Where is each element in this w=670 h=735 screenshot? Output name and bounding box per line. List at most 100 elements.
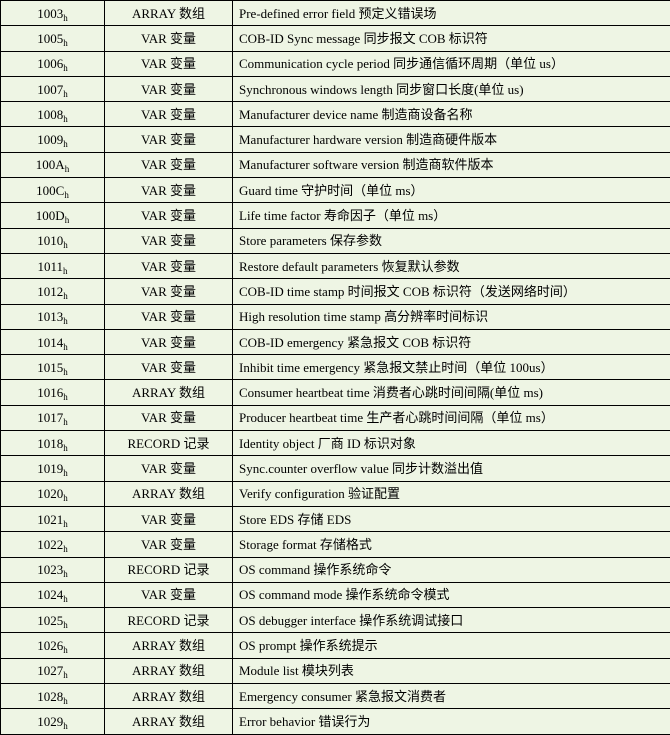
index-cell: 1007h (1, 76, 105, 101)
type-cell: RECORD 记录 (105, 431, 233, 456)
hex-suffix: h (63, 367, 68, 377)
index-value: 1028 (37, 689, 63, 704)
type-cell: VAR 变量 (105, 456, 233, 481)
description-cell: Store EDS 存储 EDS (233, 506, 670, 531)
index-cell: 1028h (1, 684, 105, 709)
hex-suffix: h (63, 417, 68, 427)
index-value: 1011 (37, 259, 63, 274)
hex-suffix: h (64, 190, 69, 200)
hex-suffix: h (63, 89, 68, 99)
hex-suffix: h (63, 645, 68, 655)
description-cell: COB-ID time stamp 时间报文 COB 标识符（发送网络时间） (233, 279, 670, 304)
description-cell: Synchronous windows length 同步窗口长度(单位 us) (233, 76, 670, 101)
index-value: 1025 (37, 613, 63, 628)
hex-suffix: h (63, 240, 68, 250)
type-cell: VAR 变量 (105, 228, 233, 253)
type-cell: VAR 变量 (105, 506, 233, 531)
description-cell: Module list 模块列表 (233, 658, 670, 683)
description-cell: OS command 操作系统命令 (233, 557, 670, 582)
hex-suffix: h (63, 63, 68, 73)
description-cell: Restore default parameters 恢复默认参数 (233, 253, 670, 278)
index-cell: 1018h (1, 431, 105, 456)
index-value: 1015 (37, 360, 63, 375)
description-cell: Consumer heartbeat time 消费者心跳时间间隔(单位 ms) (233, 380, 670, 405)
index-cell: 100Dh (1, 203, 105, 228)
type-cell: VAR 变量 (105, 152, 233, 177)
index-value: 1014 (37, 335, 63, 350)
description-cell: Pre-defined error field 预定义错误场 (233, 1, 670, 26)
index-value: 1008 (37, 107, 63, 122)
description-cell: OS command mode 操作系统命令模式 (233, 582, 670, 607)
index-value: 1012 (37, 284, 63, 299)
index-cell: 1010h (1, 228, 105, 253)
description-cell: OS debugger interface 操作系统调试接口 (233, 608, 670, 633)
index-cell: 1023h (1, 557, 105, 582)
type-cell: ARRAY 数组 (105, 709, 233, 734)
description-cell: Manufacturer hardware version 制造商硬件版本 (233, 127, 670, 152)
description-cell: OS prompt 操作系统提示 (233, 633, 670, 658)
type-cell: VAR 变量 (105, 329, 233, 354)
type-cell: ARRAY 数组 (105, 684, 233, 709)
description-cell: COB-ID Sync message 同步报文 COB 标识符 (233, 26, 670, 51)
description-cell: Communication cycle period 同步通信循环周期（单位 u… (233, 51, 670, 76)
index-cell: 1013h (1, 304, 105, 329)
hex-suffix: h (63, 139, 68, 149)
type-cell: VAR 变量 (105, 178, 233, 203)
description-cell: Guard time 守护时间（单位 ms） (233, 178, 670, 203)
hex-suffix: h (63, 670, 68, 680)
index-cell: 1003h (1, 1, 105, 26)
index-cell: 1024h (1, 582, 105, 607)
hex-suffix: h (63, 696, 68, 706)
type-cell: VAR 变量 (105, 279, 233, 304)
type-cell: ARRAY 数组 (105, 633, 233, 658)
type-cell: VAR 变量 (105, 26, 233, 51)
description-cell: Inhibit time emergency 紧急报文禁止时间（单位 100us… (233, 355, 670, 380)
type-cell: RECORD 记录 (105, 608, 233, 633)
description-cell: Identity object 厂商 ID 标识对象 (233, 431, 670, 456)
hex-suffix: h (63, 443, 68, 453)
index-cell: 1017h (1, 405, 105, 430)
index-cell: 1020h (1, 481, 105, 506)
type-cell: RECORD 记录 (105, 557, 233, 582)
description-cell: Storage format 存储格式 (233, 532, 670, 557)
index-value: 1016 (37, 385, 63, 400)
description-cell: Verify configuration 验证配置 (233, 481, 670, 506)
index-value: 1007 (37, 82, 63, 97)
hex-suffix: h (63, 316, 68, 326)
hex-suffix: h (63, 38, 68, 48)
index-cell: 1022h (1, 532, 105, 557)
hex-suffix: h (65, 215, 70, 225)
index-value: 1013 (37, 309, 63, 324)
description-cell: Emergency consumer 紧急报文消费者 (233, 684, 670, 709)
index-value: 1010 (37, 233, 63, 248)
hex-suffix: h (63, 519, 68, 529)
hex-suffix: h (63, 569, 68, 579)
index-value: 1029 (37, 714, 63, 729)
index-value: 1021 (37, 512, 63, 527)
description-cell: Life time factor 寿命因子（单位 ms） (233, 203, 670, 228)
index-value: 100A (36, 157, 65, 172)
index-cell: 1006h (1, 51, 105, 76)
type-cell: VAR 变量 (105, 203, 233, 228)
index-cell: 1019h (1, 456, 105, 481)
index-cell: 1008h (1, 102, 105, 127)
